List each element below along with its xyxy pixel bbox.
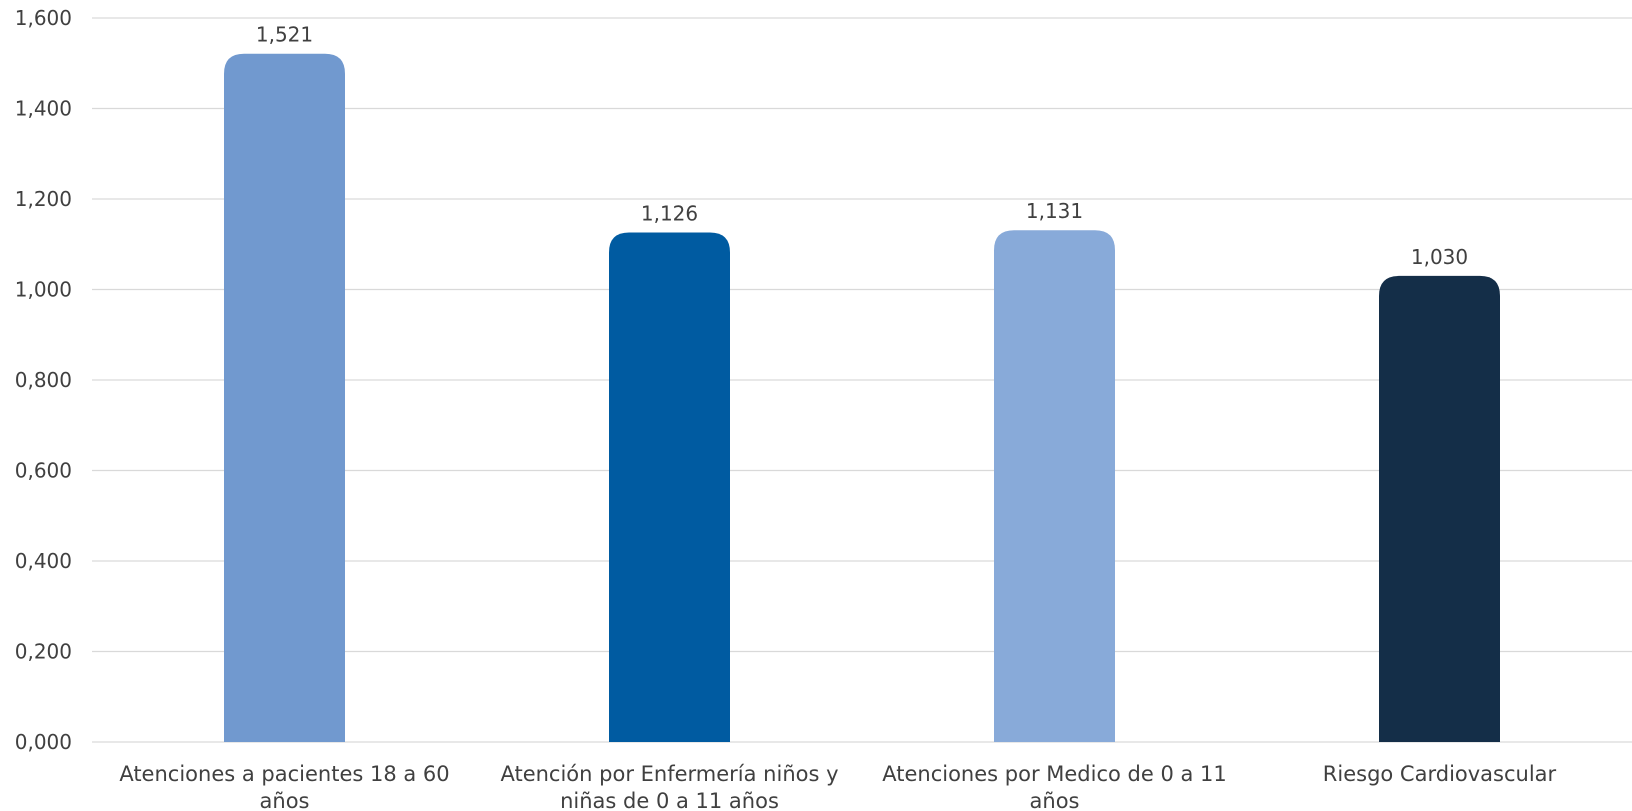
data-labels: 1,521 1,126 1,131 1,030 bbox=[256, 23, 1468, 269]
y-tick-label: 0,400 bbox=[15, 549, 72, 573]
y-tick-label: 0,000 bbox=[15, 730, 72, 754]
bar bbox=[1379, 275, 1500, 742]
y-axis-tick-labels: 0,000 0,200 0,400 0,600 0,800 1,000 1,200 1,400… bbox=[15, 6, 72, 754]
category-label: Atención por Enfermería niños y bbox=[500, 762, 838, 786]
bar bbox=[994, 230, 1115, 742]
y-tick-label: 1,000 bbox=[15, 278, 72, 302]
y-tick-label: 0,200 bbox=[15, 640, 72, 664]
data-label: 1,126 bbox=[641, 201, 698, 225]
y-tick-label: 1,200 bbox=[15, 187, 72, 211]
y-tick-label: 0,800 bbox=[15, 368, 72, 392]
bars bbox=[224, 53, 1500, 743]
gridlines bbox=[92, 17, 1632, 743]
category-label: Riesgo Cardiovascular bbox=[1323, 762, 1557, 786]
data-label: 1,030 bbox=[1411, 245, 1468, 269]
bar bbox=[609, 232, 730, 743]
y-tick-label: 0,600 bbox=[15, 459, 72, 483]
category-label: años bbox=[1030, 789, 1080, 811]
bar bbox=[224, 53, 345, 743]
category-labels: Atenciones a pacientes 18 a 60 años Atenci… bbox=[119, 762, 1556, 811]
category-label: Atenciones por Medico de 0 a 11 bbox=[882, 762, 1227, 786]
y-tick-label: 1,600 bbox=[15, 6, 72, 30]
data-label: 1,131 bbox=[1026, 199, 1083, 223]
category-label: años bbox=[260, 789, 310, 811]
category-label: Atenciones a pacientes 18 a 60 bbox=[119, 762, 449, 786]
y-tick-label: 1,400 bbox=[15, 97, 72, 121]
category-label: niñas de 0 a 11 años bbox=[560, 789, 779, 811]
data-label: 1,521 bbox=[256, 23, 313, 47]
